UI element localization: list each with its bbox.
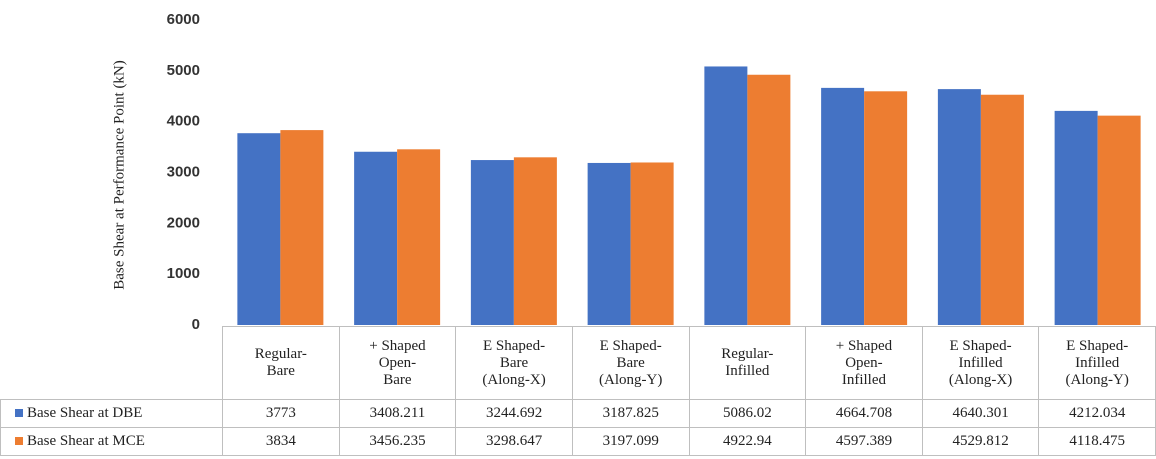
chart: Base Shear at Performance Point (kN) 0 10… bbox=[111, 11, 1141, 330]
bar bbox=[937, 89, 981, 325]
value-cell: 5086.02 bbox=[688, 399, 807, 428]
value-cell: 3187.825 bbox=[571, 399, 690, 428]
bar bbox=[821, 87, 865, 325]
category-label: Regular- Bare bbox=[222, 326, 340, 400]
bar bbox=[587, 162, 631, 325]
value-cell: 4212.034 bbox=[1038, 399, 1156, 428]
legend-label: Base Shear at DBE bbox=[27, 405, 143, 421]
y-tick-label: 1000 bbox=[167, 265, 200, 282]
bar bbox=[747, 74, 791, 325]
y-tick-label: 3000 bbox=[167, 163, 200, 180]
value-cell: 4597.389 bbox=[805, 427, 923, 456]
bar bbox=[630, 162, 674, 325]
value-cell: 4529.812 bbox=[921, 427, 1040, 456]
value-cell: 4664.708 bbox=[805, 399, 923, 428]
y-axis-label: Base Shear at Performance Point (kN) bbox=[111, 60, 127, 290]
bar bbox=[980, 94, 1024, 325]
legend-label: Base Shear at MCE bbox=[27, 433, 145, 449]
bar bbox=[704, 66, 748, 326]
y-tick-label: 0 bbox=[192, 316, 200, 330]
category-label: + Shaped Open- Infilled bbox=[805, 326, 923, 400]
bar bbox=[280, 130, 324, 325]
value-cell: 3408.211 bbox=[338, 399, 457, 428]
bar bbox=[397, 149, 441, 325]
legend-key bbox=[15, 437, 23, 445]
bar bbox=[470, 160, 514, 325]
category-label: E Shaped- Infilled (Along-Y) bbox=[1038, 326, 1156, 400]
bar bbox=[237, 133, 281, 325]
value-cell: 4640.301 bbox=[921, 399, 1040, 428]
legend-key bbox=[15, 409, 23, 417]
category-label: Regular- Infilled bbox=[688, 326, 807, 400]
value-cell: 3197.099 bbox=[571, 427, 690, 456]
y-tick-label: 4000 bbox=[167, 113, 200, 130]
table-row: Base Shear at MCE 3834 3456.235 3298.647 319… bbox=[0, 427, 1156, 456]
bar bbox=[864, 91, 908, 325]
table-row: Base Shear at DBE 3773 3408.211 3244.692 318… bbox=[0, 399, 1156, 428]
value-cell: 3834 bbox=[222, 427, 340, 456]
legend-entry: Base Shear at DBE bbox=[0, 399, 223, 428]
bar bbox=[354, 151, 398, 325]
category-label: E Shaped- Infilled (Along-X) bbox=[921, 326, 1040, 400]
y-tick-label: 2000 bbox=[167, 214, 200, 231]
category-label: E Shaped- Bare (Along-X) bbox=[455, 326, 573, 400]
legend-entry: Base Shear at MCE bbox=[0, 427, 223, 456]
table-header: Regular- Bare + Shaped Open- Bare E Shaped… bbox=[1, 326, 1156, 400]
y-tick-label: 6000 bbox=[167, 11, 200, 28]
value-cell: 3773 bbox=[222, 399, 340, 428]
bar bbox=[513, 157, 557, 325]
blank-cell bbox=[1, 327, 223, 400]
bar bbox=[1097, 115, 1141, 325]
bar bbox=[1054, 110, 1098, 325]
value-cell: 3298.647 bbox=[455, 427, 573, 456]
data-table: Regular- Bare + Shaped Open- Bare E Shaped… bbox=[0, 326, 1156, 456]
value-cell: 3456.235 bbox=[338, 427, 457, 456]
y-tick-label: 5000 bbox=[167, 62, 200, 79]
value-cell: 4118.475 bbox=[1038, 427, 1156, 456]
value-cell: 3244.692 bbox=[455, 399, 573, 428]
value-cell: 4922.94 bbox=[688, 427, 807, 456]
category-label: + Shaped Open- Bare bbox=[338, 326, 457, 400]
category-label: E Shaped- Bare (Along-Y) bbox=[571, 326, 690, 400]
